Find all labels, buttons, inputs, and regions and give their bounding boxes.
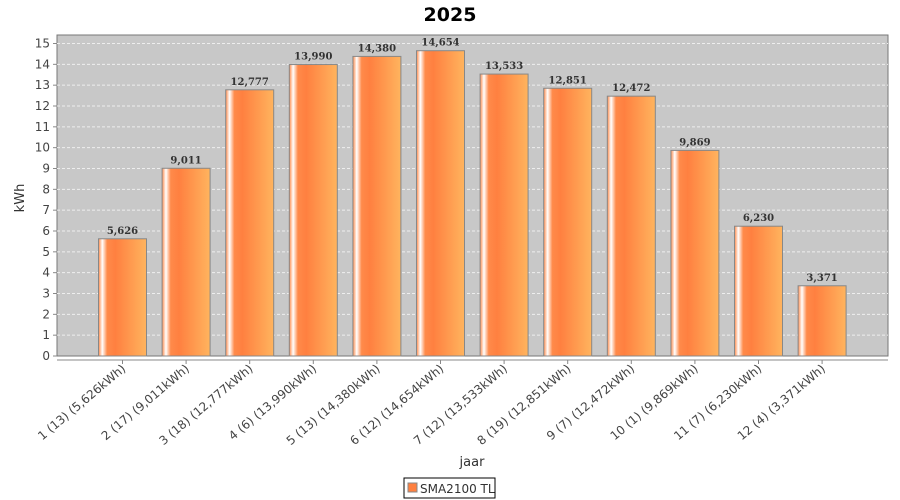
y-tick-label: 8 xyxy=(42,182,50,196)
data-label: 13,533 xyxy=(485,61,523,72)
data-label: 12,472 xyxy=(612,83,650,94)
data-label: 12,851 xyxy=(549,75,587,86)
y-tick-label: 15 xyxy=(35,37,50,51)
y-tick-label: 1 xyxy=(42,328,50,342)
chart-title: 2025 xyxy=(424,4,477,26)
bar xyxy=(161,167,211,357)
data-label: 12,777 xyxy=(231,77,269,88)
bar xyxy=(225,89,275,357)
bar xyxy=(416,50,465,357)
y-tick-label: 12 xyxy=(35,99,50,113)
bar xyxy=(734,225,783,357)
bar xyxy=(98,238,147,357)
y-tick-label: 13 xyxy=(35,78,50,92)
data-label: 5,626 xyxy=(107,226,138,237)
y-tick-label: 14 xyxy=(35,57,50,71)
data-label: 3,371 xyxy=(806,273,837,284)
y-axis-label: kWh xyxy=(13,184,28,213)
y-tick-label: 5 xyxy=(42,245,50,259)
data-label: 6,230 xyxy=(743,213,774,224)
bar xyxy=(543,87,593,357)
bar xyxy=(606,95,656,357)
y-tick-label: 3 xyxy=(42,287,50,301)
x-axis-label: jaar xyxy=(459,455,486,470)
bar xyxy=(352,55,402,357)
bar xyxy=(670,149,720,357)
y-tick-label: 10 xyxy=(35,141,50,155)
y-tick-label: 0 xyxy=(42,349,50,363)
data-label: 9,869 xyxy=(679,137,710,148)
legend-label: SMA2100 TL xyxy=(420,482,495,496)
bar xyxy=(479,73,529,357)
legend: SMA2100 TL xyxy=(403,477,496,499)
data-label: 9,011 xyxy=(170,155,201,166)
bar xyxy=(797,285,847,357)
data-label: 14,380 xyxy=(358,43,396,54)
y-tick-label: 4 xyxy=(42,266,50,280)
bar xyxy=(288,64,338,357)
y-tick-label: 6 xyxy=(42,224,50,238)
legend-swatch xyxy=(407,482,418,493)
y-tick-label: 11 xyxy=(35,120,50,134)
y-tick-label: 2 xyxy=(42,307,50,321)
y-tick-label: 7 xyxy=(42,203,50,217)
y-tick-label: 9 xyxy=(42,162,50,176)
data-label: 14,654 xyxy=(421,38,459,49)
data-label: 13,990 xyxy=(294,52,332,63)
